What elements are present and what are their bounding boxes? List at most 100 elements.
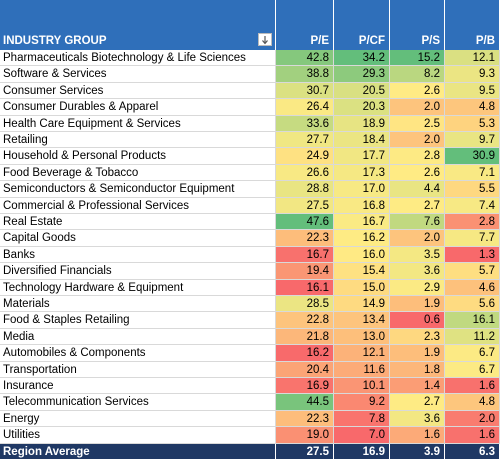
cell-text: Household & Personal Products xyxy=(3,150,167,163)
sort-icon xyxy=(262,36,268,45)
group-cell: Banks xyxy=(0,246,276,264)
average-cell: 27.5 xyxy=(276,443,334,460)
cell-text: 19.0 xyxy=(306,429,329,442)
cell-text: Insurance xyxy=(3,380,54,392)
cell-text: 2.9 xyxy=(424,281,440,294)
value-cell: 2.0 xyxy=(390,230,445,247)
cell-text: 16.9 xyxy=(306,380,329,392)
cell-text: 19.4 xyxy=(306,265,329,278)
sort-button[interactable] xyxy=(258,33,272,46)
cell-text: 16.1 xyxy=(306,281,329,294)
cell-text: 17.7 xyxy=(362,150,385,163)
cell-text: 21.8 xyxy=(306,330,329,343)
cell-text: 22.3 xyxy=(306,232,329,245)
value-cell: 15.2 xyxy=(390,50,445,67)
value-cell: 17.7 xyxy=(334,148,390,165)
value-cell: 18.4 xyxy=(334,132,390,149)
cell-text: 2.7 xyxy=(424,199,440,212)
value-cell: 1.8 xyxy=(390,361,445,378)
cell-text: 47.6 xyxy=(306,216,329,228)
group-cell: Diversified Financials xyxy=(0,263,276,280)
cell-text: 12.1 xyxy=(362,347,385,360)
value-cell: 8.2 xyxy=(390,66,445,83)
group-cell: Food & Staples Retailing xyxy=(0,312,276,329)
cell-text: 15.0 xyxy=(362,281,385,294)
cell-text: Consumer Durables & Apparel xyxy=(3,101,159,114)
value-cell: 5.7 xyxy=(445,263,500,280)
value-cell: 27.7 xyxy=(276,132,334,149)
value-cell: 30.9 xyxy=(445,148,500,165)
value-cell: 3.6 xyxy=(390,263,445,280)
cell-text: 16.2 xyxy=(306,347,329,360)
value-cell: 20.4 xyxy=(276,361,334,378)
value-cell: 20.3 xyxy=(334,99,390,116)
cell-text: 4.8 xyxy=(479,396,495,409)
cell-text: Transportation xyxy=(3,363,77,376)
column-header: P/E xyxy=(276,0,334,50)
value-cell: 1.6 xyxy=(390,427,445,444)
value-cell: 42.8 xyxy=(276,50,334,67)
value-cell: 2.7 xyxy=(390,394,445,411)
group-cell: Telecommunication Services xyxy=(0,394,276,411)
value-cell: 12.1 xyxy=(445,50,500,67)
cell-text: 28.5 xyxy=(306,298,329,310)
value-cell: 28.5 xyxy=(276,296,334,313)
value-cell: 11.6 xyxy=(334,361,390,378)
value-cell: 2.7 xyxy=(390,197,445,214)
average-label: Region Average xyxy=(0,443,276,460)
average-cell: 3.9 xyxy=(390,443,445,460)
cell-text: 26.6 xyxy=(306,166,329,179)
cell-text: 2.6 xyxy=(424,166,440,179)
cell-text: Region Average xyxy=(3,445,90,458)
cell-text: Automobiles & Components xyxy=(3,347,146,360)
cell-text: 16.1 xyxy=(472,314,495,327)
cell-text: 11.6 xyxy=(363,363,385,376)
value-cell: 16.2 xyxy=(276,345,334,362)
cell-text: 2.7 xyxy=(424,396,440,409)
group-cell: Utilities xyxy=(0,427,276,444)
cell-text: 13.0 xyxy=(362,330,385,343)
cell-text: INDUSTRY GROUP xyxy=(3,35,107,47)
cell-text: Health Care Equipment & Services xyxy=(3,117,181,130)
cell-text: 16.0 xyxy=(362,248,385,261)
value-cell: 22.3 xyxy=(276,410,334,428)
value-cell: 34.2 xyxy=(334,50,390,67)
cell-text: 5.3 xyxy=(479,117,495,130)
value-cell: 12.1 xyxy=(334,345,390,362)
cell-text: 22.8 xyxy=(306,314,329,327)
cell-text: Commercial & Professional Services xyxy=(3,199,189,212)
value-cell: 24.9 xyxy=(276,148,334,165)
cell-text: 11.2 xyxy=(473,330,495,343)
cell-text: 9.3 xyxy=(479,68,495,81)
cell-text: Technology Hardware & Equipment xyxy=(3,281,184,294)
group-cell: Media xyxy=(0,328,276,346)
cell-text: Real Estate xyxy=(3,216,63,228)
cell-text: 33.6 xyxy=(306,117,329,130)
cell-text: 2.6 xyxy=(424,84,440,97)
cell-text: 20.3 xyxy=(362,101,385,114)
value-cell: 26.6 xyxy=(276,164,334,182)
cell-text: 15.2 xyxy=(417,52,440,64)
cell-text: 2.8 xyxy=(424,150,440,163)
cell-text: 16.7 xyxy=(306,248,329,261)
value-cell: 3.6 xyxy=(390,410,445,428)
cell-text: 0.6 xyxy=(424,314,440,327)
cell-text: Capital Goods xyxy=(3,232,76,245)
value-cell: 9.7 xyxy=(445,132,500,149)
cell-text: 1.8 xyxy=(424,363,440,376)
cell-text: Food & Staples Retailing xyxy=(3,314,130,327)
cell-text: Utilities xyxy=(3,429,41,442)
value-cell: 33.6 xyxy=(276,115,334,132)
group-cell: Technology Hardware & Equipment xyxy=(0,279,276,296)
group-cell: Retailing xyxy=(0,132,276,149)
value-cell: 13.0 xyxy=(334,328,390,346)
cell-text: Food Beverage & Tobacco xyxy=(3,166,139,179)
value-cell: 2.0 xyxy=(445,410,500,428)
cell-text: 1.9 xyxy=(424,347,440,360)
value-cell: 11.2 xyxy=(445,328,500,346)
cell-text: 6.7 xyxy=(479,363,495,376)
cell-text: 26.4 xyxy=(306,101,329,114)
value-cell: 15.4 xyxy=(334,263,390,280)
value-cell: 17.3 xyxy=(334,164,390,182)
